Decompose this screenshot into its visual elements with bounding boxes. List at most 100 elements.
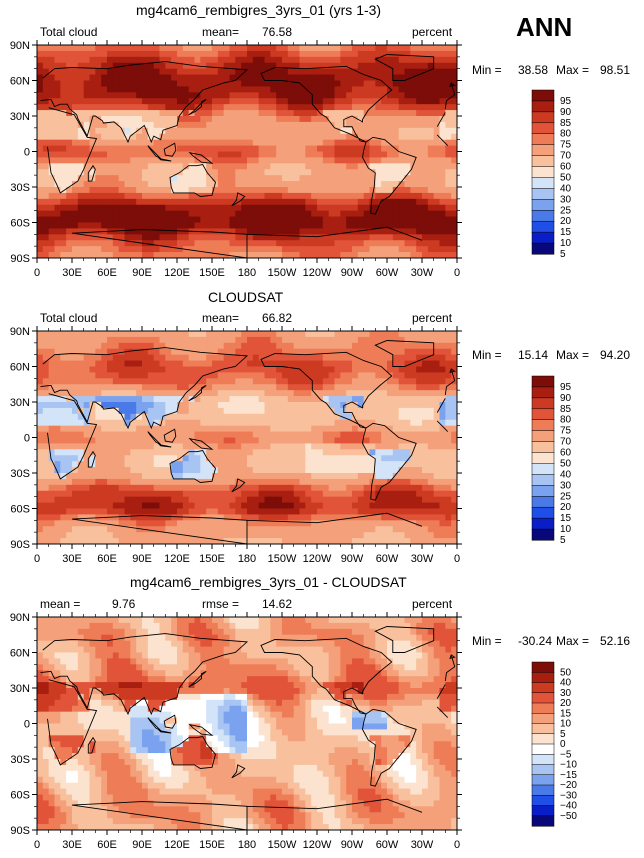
panel-1-cell — [369, 86, 376, 93]
panel-1-cell — [276, 86, 283, 93]
panel-2-cell — [124, 402, 131, 409]
panel-2-cell — [445, 455, 452, 462]
panel-2-cell — [194, 396, 201, 403]
panel-1-cell — [171, 216, 178, 223]
panel-2-cell — [142, 502, 149, 509]
panel-2-cell — [439, 366, 446, 373]
panel-2-cell — [252, 331, 260, 338]
panel-1-cell — [235, 240, 242, 247]
panel-1-cell — [369, 181, 376, 188]
panel-1-cell — [381, 246, 388, 253]
panel-2-cell — [247, 372, 254, 379]
panel-2-cell — [381, 484, 388, 492]
panel-1-cell — [282, 192, 289, 200]
panel-1-cell — [112, 234, 120, 241]
panel-1-cell — [357, 192, 365, 200]
panel-1-cell — [229, 169, 236, 176]
panel-1-cell — [346, 240, 353, 247]
panel-1-cell — [375, 234, 382, 241]
panel-2-cell — [340, 390, 347, 397]
panel-2-cell — [212, 478, 219, 486]
panel-1-cell — [340, 169, 347, 176]
panel-1-cell — [451, 121, 458, 129]
panel-1-cell — [305, 210, 312, 217]
panel-1-cell — [328, 121, 335, 129]
panel-1-cell — [72, 86, 79, 93]
panel-2-cell — [433, 419, 440, 427]
panel-2-cell — [112, 378, 120, 385]
panel-2-cell — [165, 478, 172, 486]
panel-2-cell — [101, 360, 108, 367]
panel-2-cell — [223, 419, 230, 427]
panel-2-cell — [422, 455, 429, 462]
panel-1-cell — [159, 252, 166, 259]
panel-2-cell — [264, 443, 271, 450]
panel-2-cell — [188, 342, 195, 350]
panel-1-cell — [54, 145, 61, 152]
panel-2-cell — [387, 484, 394, 492]
panel-1-cell — [107, 116, 114, 123]
x-tick-label: 60W — [376, 267, 399, 279]
panel-1-cell — [282, 175, 289, 182]
panel-1-cell — [112, 163, 120, 170]
panel-1-cell — [258, 80, 265, 87]
panel-1-cell — [194, 45, 201, 52]
panel-1-cell — [328, 110, 335, 117]
panel-2-cell — [177, 478, 184, 486]
panel-2-cell — [206, 431, 213, 438]
panel-2-cell — [247, 425, 254, 432]
panel-1-cell — [136, 74, 143, 81]
panel-1-cell — [171, 68, 178, 75]
panel-2-cell — [188, 354, 195, 361]
panel-1-cell — [60, 228, 67, 235]
panel-1-cell — [363, 216, 370, 223]
panel-2-cell — [171, 496, 178, 503]
panel-1-cell — [252, 181, 260, 188]
panel-1-cell — [416, 175, 423, 182]
panel-1-cell — [95, 92, 102, 99]
panel-2-cell — [357, 443, 365, 450]
panel-1-cell — [235, 145, 242, 152]
panel-2-cell — [311, 354, 318, 361]
panel-2-cell — [276, 437, 283, 444]
panel-1-cell — [83, 216, 90, 223]
panel-1-cell — [188, 198, 195, 206]
panel-1-cell — [118, 133, 125, 141]
panel-1-cell — [66, 222, 73, 229]
panel-1-cell — [200, 45, 207, 52]
panel-1-cell — [147, 68, 155, 75]
panel-2-cell — [136, 402, 143, 409]
panel-1-cell — [54, 92, 61, 99]
panel-2-cell — [118, 342, 125, 350]
panel-2-cell — [305, 366, 312, 373]
panel-2-cell — [159, 461, 166, 468]
panel-1-cell — [334, 56, 341, 64]
panel-2-cell — [177, 502, 184, 509]
panel-1-cell — [101, 50, 108, 58]
panel-3-min-label: Min = — [472, 634, 502, 648]
panel-2-cell — [433, 425, 440, 432]
panel-2-cell — [107, 431, 114, 438]
panel-1-cell — [445, 210, 452, 217]
panel-1-cell — [410, 240, 417, 247]
panel-2-cell — [375, 449, 382, 456]
panel-1-cell — [352, 204, 359, 212]
panel-1-cell — [136, 98, 143, 105]
panel-1-cell — [282, 80, 289, 87]
panel-1-cell — [118, 86, 125, 93]
panel-1-cell — [299, 139, 306, 146]
panel-1-cell — [229, 163, 236, 170]
panel-1-cell — [439, 187, 446, 194]
panel-1-cell — [305, 198, 312, 206]
panel-1-cell — [392, 133, 400, 141]
panel-1-cell — [118, 234, 125, 241]
panel-1-cell — [107, 145, 114, 152]
panel-2-cell — [282, 331, 289, 338]
panel-1-cell — [66, 204, 73, 212]
panel-2-cell — [48, 484, 55, 492]
colorbar-label: 10 — [560, 238, 572, 249]
panel-2-cell — [305, 419, 312, 427]
panel-1-cell — [282, 116, 289, 123]
panel-1-cell — [241, 133, 248, 141]
panel-1-cell — [287, 45, 295, 52]
